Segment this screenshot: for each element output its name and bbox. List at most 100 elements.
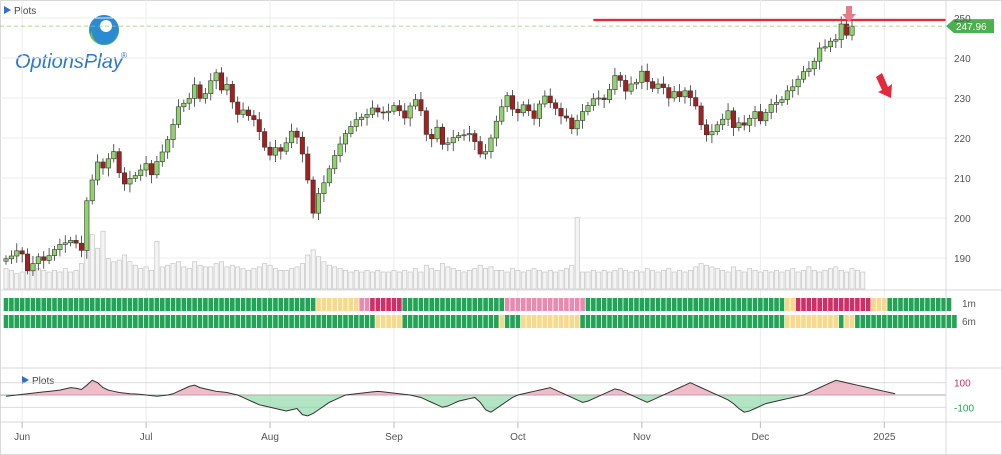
band-cell-6m [531,315,537,328]
volume-bar [456,269,462,290]
volume-bar [860,271,866,290]
band-cell-6m [860,315,866,328]
candle-body [439,126,445,145]
band-cell-6m [370,315,375,328]
band-cell-6m [327,315,332,328]
band-cell-6m [251,315,257,328]
band-cell-1m [235,298,241,311]
band-cell-1m [224,298,230,311]
band-cell-6m [14,315,20,328]
volume-bar [763,269,769,290]
volume-bar [709,266,715,290]
volume-bar [698,263,704,290]
band-cell-1m [273,298,278,311]
band-cell-6m [698,315,704,328]
candle-body [68,240,74,244]
band-cell-6m [407,315,413,328]
band-cell-6m [693,315,699,328]
band-cell-6m [477,315,483,328]
candle-body [256,119,262,132]
band-cell-6m [644,315,650,328]
candle-body [445,142,451,145]
band-cell-1m [898,298,903,311]
candle-body [531,110,537,119]
band-cell-1m [531,298,537,311]
band-cell-6m [181,315,187,328]
band-cell-1m [230,298,235,311]
oscillator-tick-label: 100 [954,379,971,390]
candle-body [3,258,9,262]
plots-collapse-triangle-icon[interactable] [4,6,11,14]
volume-bar [467,269,472,290]
volume-bar [159,266,165,290]
candle-body [138,169,144,176]
band-cell-6m [882,315,887,328]
band-cell-6m [348,315,354,328]
candle-body [418,99,424,112]
band-cell-6m [768,315,774,328]
band-cell-6m [747,315,752,328]
band-cell-6m [332,315,338,328]
candle-body [660,83,666,88]
band-cell-6m [364,315,370,328]
band-cell-6m [774,315,779,328]
volume-bar [811,269,817,290]
band-cell-6m [337,315,343,328]
band-cell-6m [520,315,526,328]
volume-bar [741,271,747,290]
oscillator-negative-fill [6,395,896,416]
volume-bar [515,269,521,290]
band-cell-1m [424,298,429,311]
candle-body [520,104,526,114]
volume-bar [41,269,47,290]
volume-bar [246,269,251,290]
volume-bar [477,264,483,290]
candle-body [78,242,84,251]
candle-body [407,105,413,119]
volume-bar [617,268,623,290]
candle-body [736,122,742,128]
volume-bar [305,254,311,290]
band-cell-6m [838,315,844,328]
band-cell-1m [811,298,817,311]
volume-bar [623,269,629,290]
indicator-title[interactable]: Plots [32,376,54,387]
indicator-collapse-triangle-icon[interactable] [22,376,29,384]
candle-body [235,101,241,115]
band-cell-1m [397,298,402,311]
band-cell-6m [876,315,882,328]
band-cell-1m [628,298,634,311]
band-cell-1m [860,298,866,311]
volume-bar [440,263,445,290]
band-cell-1m [903,298,909,311]
band-cell-6m [283,315,289,328]
bearish-arrow-icon [876,73,892,98]
volume-bar [380,271,386,290]
band-cell-1m [111,298,117,311]
volume-bar [757,271,763,290]
band-cell-1m [752,298,758,311]
band-cell-6m [84,315,90,328]
band-cell-6m [380,315,386,328]
band-cell-6m [472,315,478,328]
volume-bar [273,268,278,290]
band-cell-1m [289,298,294,311]
volume-bar [429,268,435,290]
band-cell-6m [865,315,871,328]
band-cell-1m [170,298,176,311]
band-cell-6m [887,315,893,328]
band-cell-6m [46,315,52,328]
x-axis-layer: Jun Jul Aug Sep Oct Nov Dec 2025 [14,422,896,443]
candle-body [251,115,257,120]
band-cell-6m [213,315,219,328]
volume-bar [132,264,138,290]
band-cell-6m [240,315,246,328]
band-cell-1m [892,298,898,311]
band-cell-6m [833,315,839,328]
volume-bar [186,268,192,290]
band-cell-6m [467,315,472,328]
volume-bar [100,230,106,290]
plots-title[interactable]: Plots [14,6,36,17]
band-cell-6m [79,315,84,328]
band-cell-6m [542,315,548,328]
